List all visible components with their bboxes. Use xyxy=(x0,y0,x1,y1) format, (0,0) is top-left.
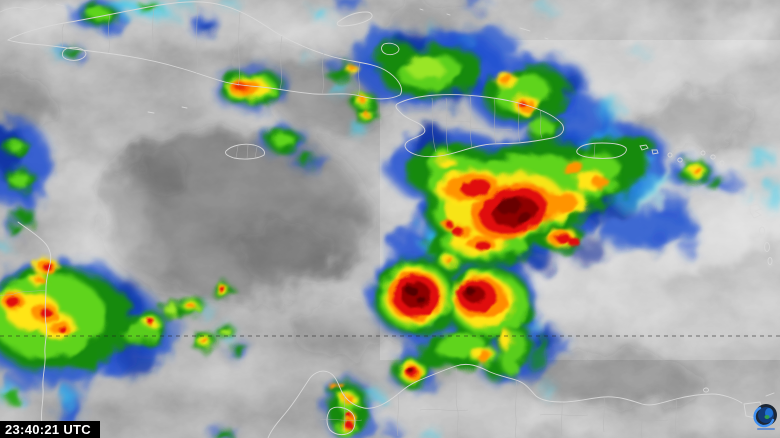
south-america-coast xyxy=(267,363,743,438)
attribution-logo xyxy=(753,404,777,430)
convection-darkred-layer xyxy=(401,197,538,374)
lesser-antilles xyxy=(639,144,762,219)
internal-borders xyxy=(0,5,677,438)
isle-of-youth xyxy=(61,46,87,61)
cuba-coastline xyxy=(6,1,402,100)
lake-maracaibo xyxy=(326,406,356,436)
puerto-rico xyxy=(576,142,627,159)
bahamas xyxy=(336,8,549,56)
timestamp-overlay: 23:40:21 UTC xyxy=(0,421,100,438)
jamaica xyxy=(225,143,265,160)
hispaniola xyxy=(395,94,564,158)
central-america-coast xyxy=(17,221,52,438)
cayman-islands xyxy=(147,106,188,114)
yucatan-corner xyxy=(0,3,65,13)
timestamp-text: 23:40:21 UTC xyxy=(5,422,91,437)
